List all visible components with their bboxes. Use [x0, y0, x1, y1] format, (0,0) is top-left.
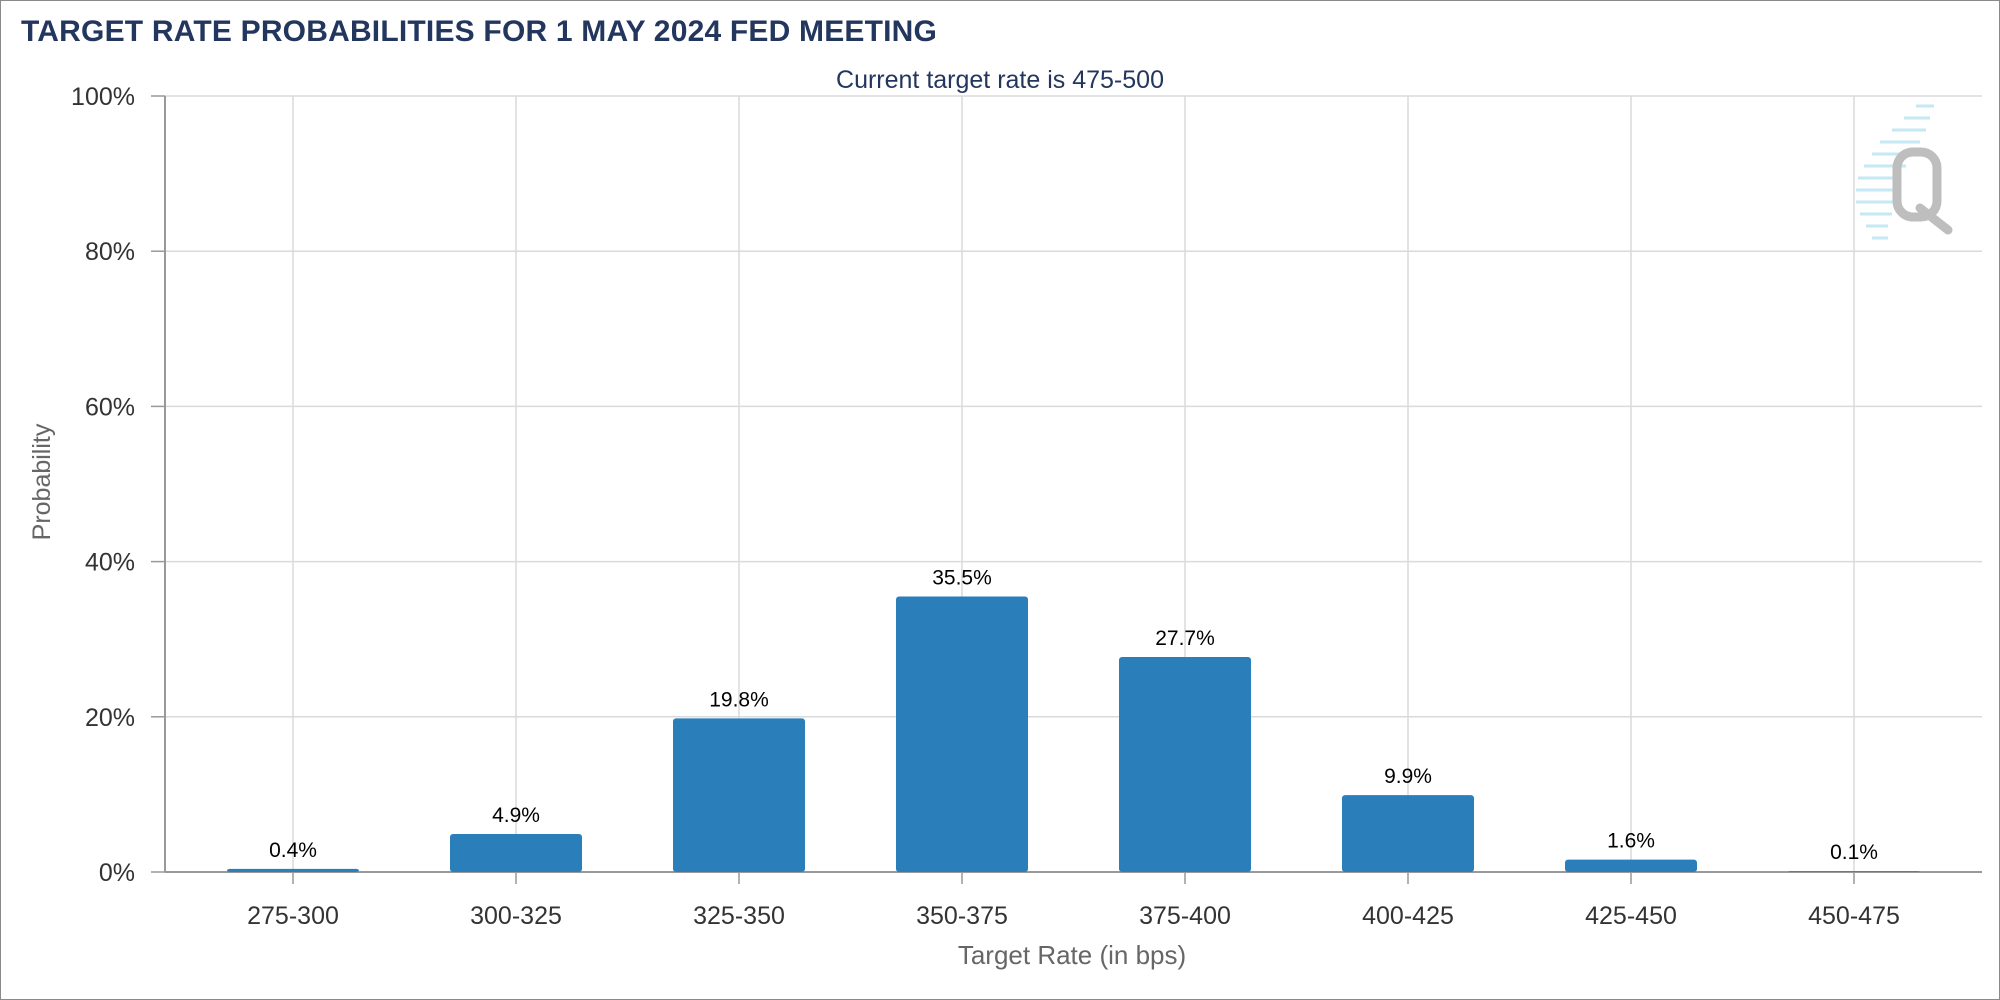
quikstrike-q-logo-icon [1856, 104, 1953, 240]
x-tick-label: 400-425 [1362, 902, 1454, 930]
data-label: 35.5% [932, 567, 992, 590]
bar [896, 596, 1028, 872]
bar [673, 718, 805, 872]
data-label: 1.6% [1607, 830, 1655, 853]
y-axis-title: Probability [28, 423, 56, 540]
y-tick-label: 60% [85, 393, 135, 421]
bar [450, 833, 582, 872]
bar [227, 868, 359, 872]
bar [1342, 795, 1474, 872]
bar [1788, 871, 1920, 872]
x-tick-label: 450-475 [1808, 902, 1900, 930]
y-tick-label: 80% [85, 238, 135, 266]
bar [1565, 859, 1697, 872]
y-tick-label: 100% [71, 83, 135, 111]
y-tick-label: 20% [85, 704, 135, 732]
x-tick-label: 375-400 [1139, 902, 1231, 930]
x-tick-label: 300-325 [470, 902, 562, 930]
bars [227, 596, 1920, 872]
data-labels: 0.4% 4.9% 19.8% 35.5% 27.7% 9.9% 1.6% 0.1% [269, 567, 1878, 865]
x-tick-label: 425-450 [1585, 902, 1677, 930]
x-tick-label: 325-350 [693, 902, 785, 930]
data-label: 4.9% [492, 804, 540, 827]
chart-subtitle: Current target rate is 475-500 [836, 66, 1164, 94]
y-tick-label: 40% [85, 549, 135, 577]
x-tick-label: 275-300 [247, 902, 339, 930]
data-label: 27.7% [1155, 627, 1215, 650]
grid-lines [165, 95, 1982, 872]
data-label: 19.8% [709, 688, 769, 711]
x-axis-title: Target Rate (in bps) [958, 940, 1186, 970]
chart-title: TARGET RATE PROBABILITIES FOR 1 MAY 2024… [21, 15, 938, 48]
axes: 0% 20% 40% 60% 80% 100% 275-300 300-325 325-350 3… [71, 83, 1982, 930]
bar [1119, 657, 1251, 872]
x-tick-label: 350-375 [916, 902, 1008, 930]
y-tick-label: 0% [99, 859, 135, 887]
data-label: 9.9% [1384, 765, 1432, 788]
data-label: 0.1% [1830, 841, 1878, 864]
data-label: 0.4% [269, 839, 317, 862]
